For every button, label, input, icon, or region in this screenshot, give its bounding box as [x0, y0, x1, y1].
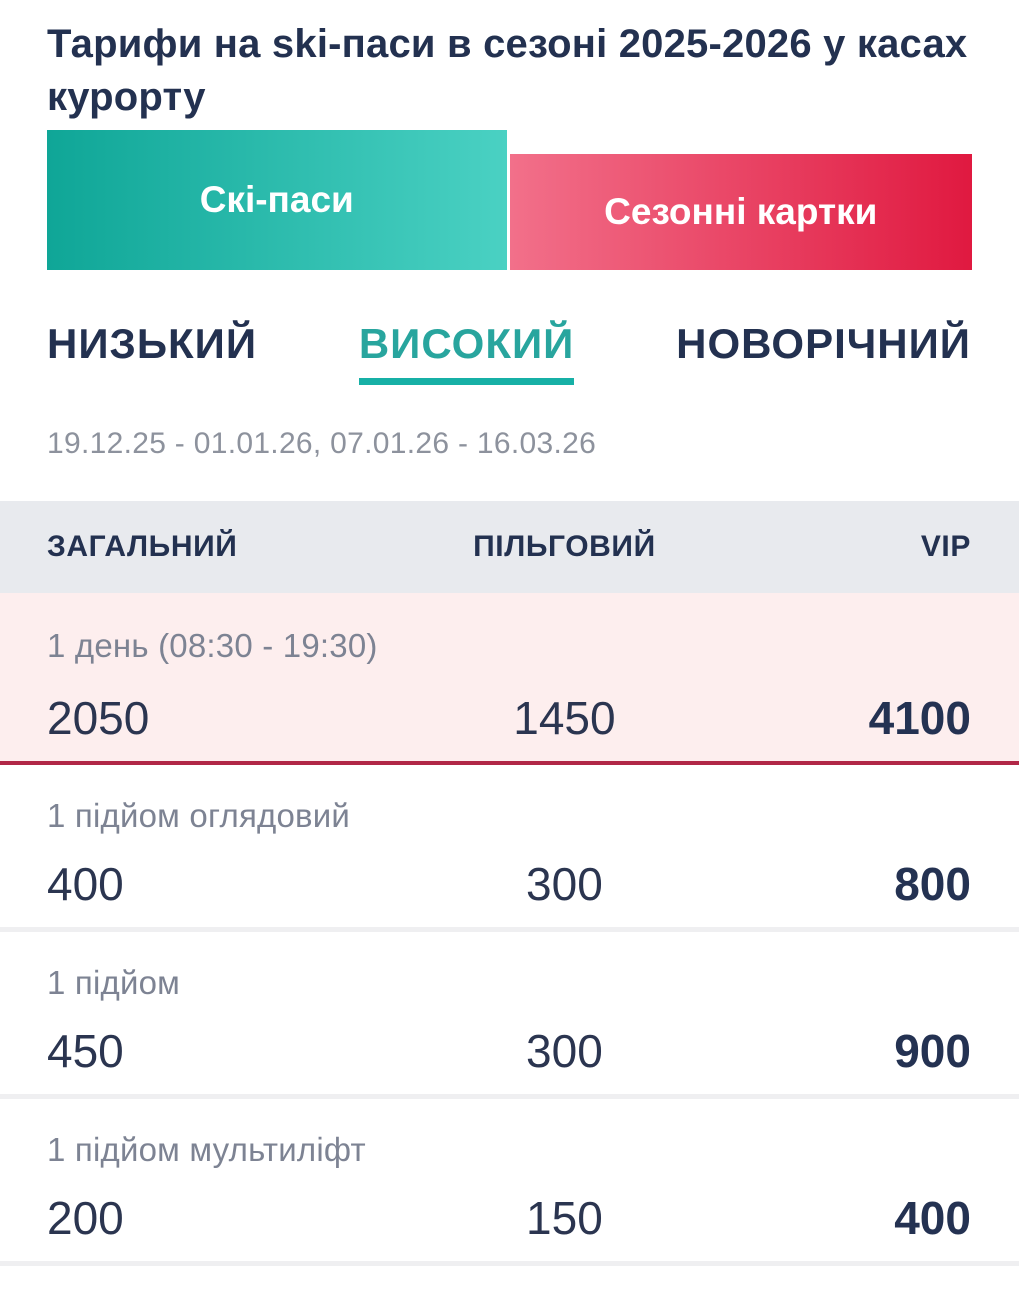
- season-tab-high[interactable]: ВИСОКИЙ: [358, 320, 575, 385]
- price-general: 200: [47, 1191, 124, 1244]
- row-label: 1 підйом: [47, 963, 181, 1001]
- column-header-discount: ПІЛЬГОВИЙ: [473, 529, 656, 563]
- table-header: ЗАГАЛЬНИЙ ПІЛЬГОВИЙ VIP: [0, 500, 1019, 593]
- season-date-range: 19.12.25 - 01.01.26, 07.01.26 - 16.03.26: [47, 426, 597, 460]
- table-row: 1 день (08:30 - 19:30) 2050 1450 4100: [0, 592, 1019, 765]
- price-general: 450: [47, 1024, 124, 1077]
- row-label: 1 день (08:30 - 19:30): [47, 626, 378, 664]
- table-row: 1 підйом оглядовий 400 300 800: [0, 764, 1019, 932]
- row-label: 1 підйом мультиліфт: [47, 1130, 366, 1168]
- price-vip: 400: [894, 1191, 971, 1244]
- tab-ski-passes[interactable]: Скі-паси: [47, 129, 507, 270]
- price-vip: 900: [894, 1024, 971, 1077]
- tariffs-page: Тарифи на ski-паси в сезоні 2025-2026 у …: [0, 18, 1019, 1266]
- table-row: 1 підйом 450 300 900: [0, 931, 1019, 1099]
- price-vip: 4100: [868, 691, 971, 744]
- price-general: 400: [47, 857, 124, 910]
- column-header-general: ЗАГАЛЬНИЙ: [47, 529, 238, 563]
- price-discount: 300: [526, 857, 603, 910]
- season-tab-low[interactable]: НИЗЬКИЙ: [47, 320, 257, 385]
- season-period-tabs: НИЗЬКИЙ ВИСОКИЙ НОВОРІЧНИЙ: [47, 320, 971, 385]
- page-title: Тарифи на ski-паси в сезоні 2025-2026 у …: [47, 22, 968, 119]
- column-header-vip: VIP: [920, 529, 971, 563]
- price-vip: 800: [894, 857, 971, 910]
- season-tab-new-year[interactable]: НОВОРІЧНИЙ: [676, 320, 971, 385]
- price-discount: 300: [526, 1024, 603, 1077]
- price-discount: 150: [526, 1191, 603, 1244]
- table-row: 1 підйом мультиліфт 200 150 400: [0, 1098, 1019, 1266]
- price-discount: 1450: [513, 691, 616, 744]
- pass-type-tabs: Скі-паси Сезонні картки: [47, 129, 972, 270]
- row-label: 1 підйом оглядовий: [47, 796, 351, 834]
- price-general: 2050: [47, 691, 150, 744]
- tab-season-cards[interactable]: Сезонні картки: [509, 153, 972, 270]
- price-table: ЗАГАЛЬНИЙ ПІЛЬГОВИЙ VIP 1 день (08:30 - …: [0, 500, 1019, 1266]
